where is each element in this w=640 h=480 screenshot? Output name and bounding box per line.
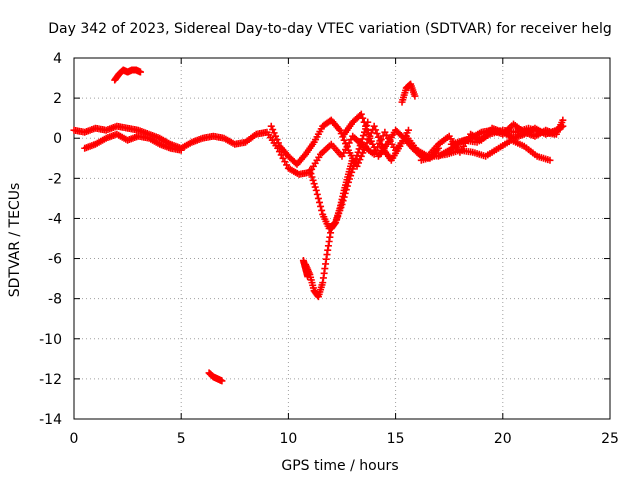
series-cross-tracks-1 (267, 116, 412, 170)
series-lower-right-band (417, 136, 554, 164)
data-point (308, 173, 316, 181)
x-axis-label: GPS time / hours (281, 458, 398, 474)
x-tick-label: 0 (70, 431, 79, 447)
data-point (136, 68, 144, 76)
axis-ticks: 0 5 10 15 20 25 -14 -12 -10 -8 -6 -4 -2 0 2 4 (39, 51, 619, 447)
data-point (314, 194, 322, 202)
data-point (270, 129, 278, 137)
series-lower-band (81, 130, 185, 154)
y-tick-label: -14 (39, 412, 62, 428)
x-tick-label: 20 (494, 431, 512, 447)
data-point (267, 122, 275, 130)
series-dip-track-2 (299, 257, 312, 281)
y-tick-label: -6 (48, 252, 62, 268)
data-point (317, 202, 325, 210)
data-point (343, 143, 351, 151)
data-point (349, 154, 357, 162)
data-point (306, 166, 314, 174)
y-tick-label: 2 (53, 91, 62, 107)
y-tick-label: -12 (39, 372, 62, 388)
data-point (374, 133, 382, 141)
data-point (177, 146, 185, 154)
y-tick-label: 0 (53, 131, 62, 147)
data-point (404, 126, 412, 134)
chart-title: Day 342 of 2023, Sidereal Day-to-day VTE… (48, 21, 611, 37)
data-point (372, 126, 380, 134)
data-point (336, 126, 344, 134)
data-point (559, 116, 567, 124)
series-top-left-segment (111, 66, 144, 84)
data-point (309, 176, 317, 184)
y-tick-label: -4 (48, 211, 62, 227)
series-mid-right-band (447, 124, 558, 148)
grid-lines (74, 58, 610, 419)
y-axis-label: SDTVAR / TECUs (7, 183, 23, 298)
data-point (411, 92, 419, 100)
data-point (340, 136, 348, 144)
x-tick-label: 5 (177, 431, 186, 447)
data-point (357, 110, 365, 118)
data-point (362, 125, 370, 133)
data-point (355, 145, 363, 153)
data-point (311, 183, 319, 191)
data-point (310, 180, 318, 188)
data-point (370, 122, 378, 130)
data-point (550, 130, 558, 138)
data-point (312, 186, 320, 194)
series-cross-tracks-2 (340, 110, 442, 162)
plot-frame (73, 57, 611, 420)
data-point (353, 152, 361, 160)
data-point (356, 142, 364, 150)
data-point (546, 156, 554, 164)
data-point (274, 139, 282, 147)
y-tick-label: -8 (48, 292, 62, 308)
data-point (373, 130, 381, 138)
data-point (354, 148, 362, 156)
data-point (218, 377, 226, 385)
data-point (307, 170, 315, 178)
data-point (315, 198, 323, 206)
data-series (70, 66, 567, 385)
data-point (359, 132, 367, 140)
x-tick-label: 10 (279, 431, 297, 447)
series-lower-left-segment (205, 369, 226, 385)
data-point (364, 130, 372, 138)
y-tick-label: 4 (53, 51, 62, 67)
data-point (361, 128, 369, 136)
x-tick-label: 15 (387, 431, 405, 447)
series-high-segment (398, 80, 419, 106)
data-point (376, 137, 384, 145)
y-tick-label: -10 (39, 332, 62, 348)
data-point (269, 126, 277, 134)
data-point (342, 140, 350, 148)
data-point (434, 144, 442, 152)
data-point (304, 273, 312, 281)
x-tick-label: 25 (601, 431, 619, 447)
data-point (363, 122, 371, 130)
data-point (359, 114, 367, 122)
data-point (318, 206, 326, 214)
data-point (313, 190, 321, 198)
y-tick-label: -2 (48, 171, 62, 187)
data-point (272, 132, 280, 140)
data-point (358, 135, 366, 143)
data-point (273, 136, 281, 144)
data-point (364, 118, 372, 126)
data-point (357, 138, 365, 146)
